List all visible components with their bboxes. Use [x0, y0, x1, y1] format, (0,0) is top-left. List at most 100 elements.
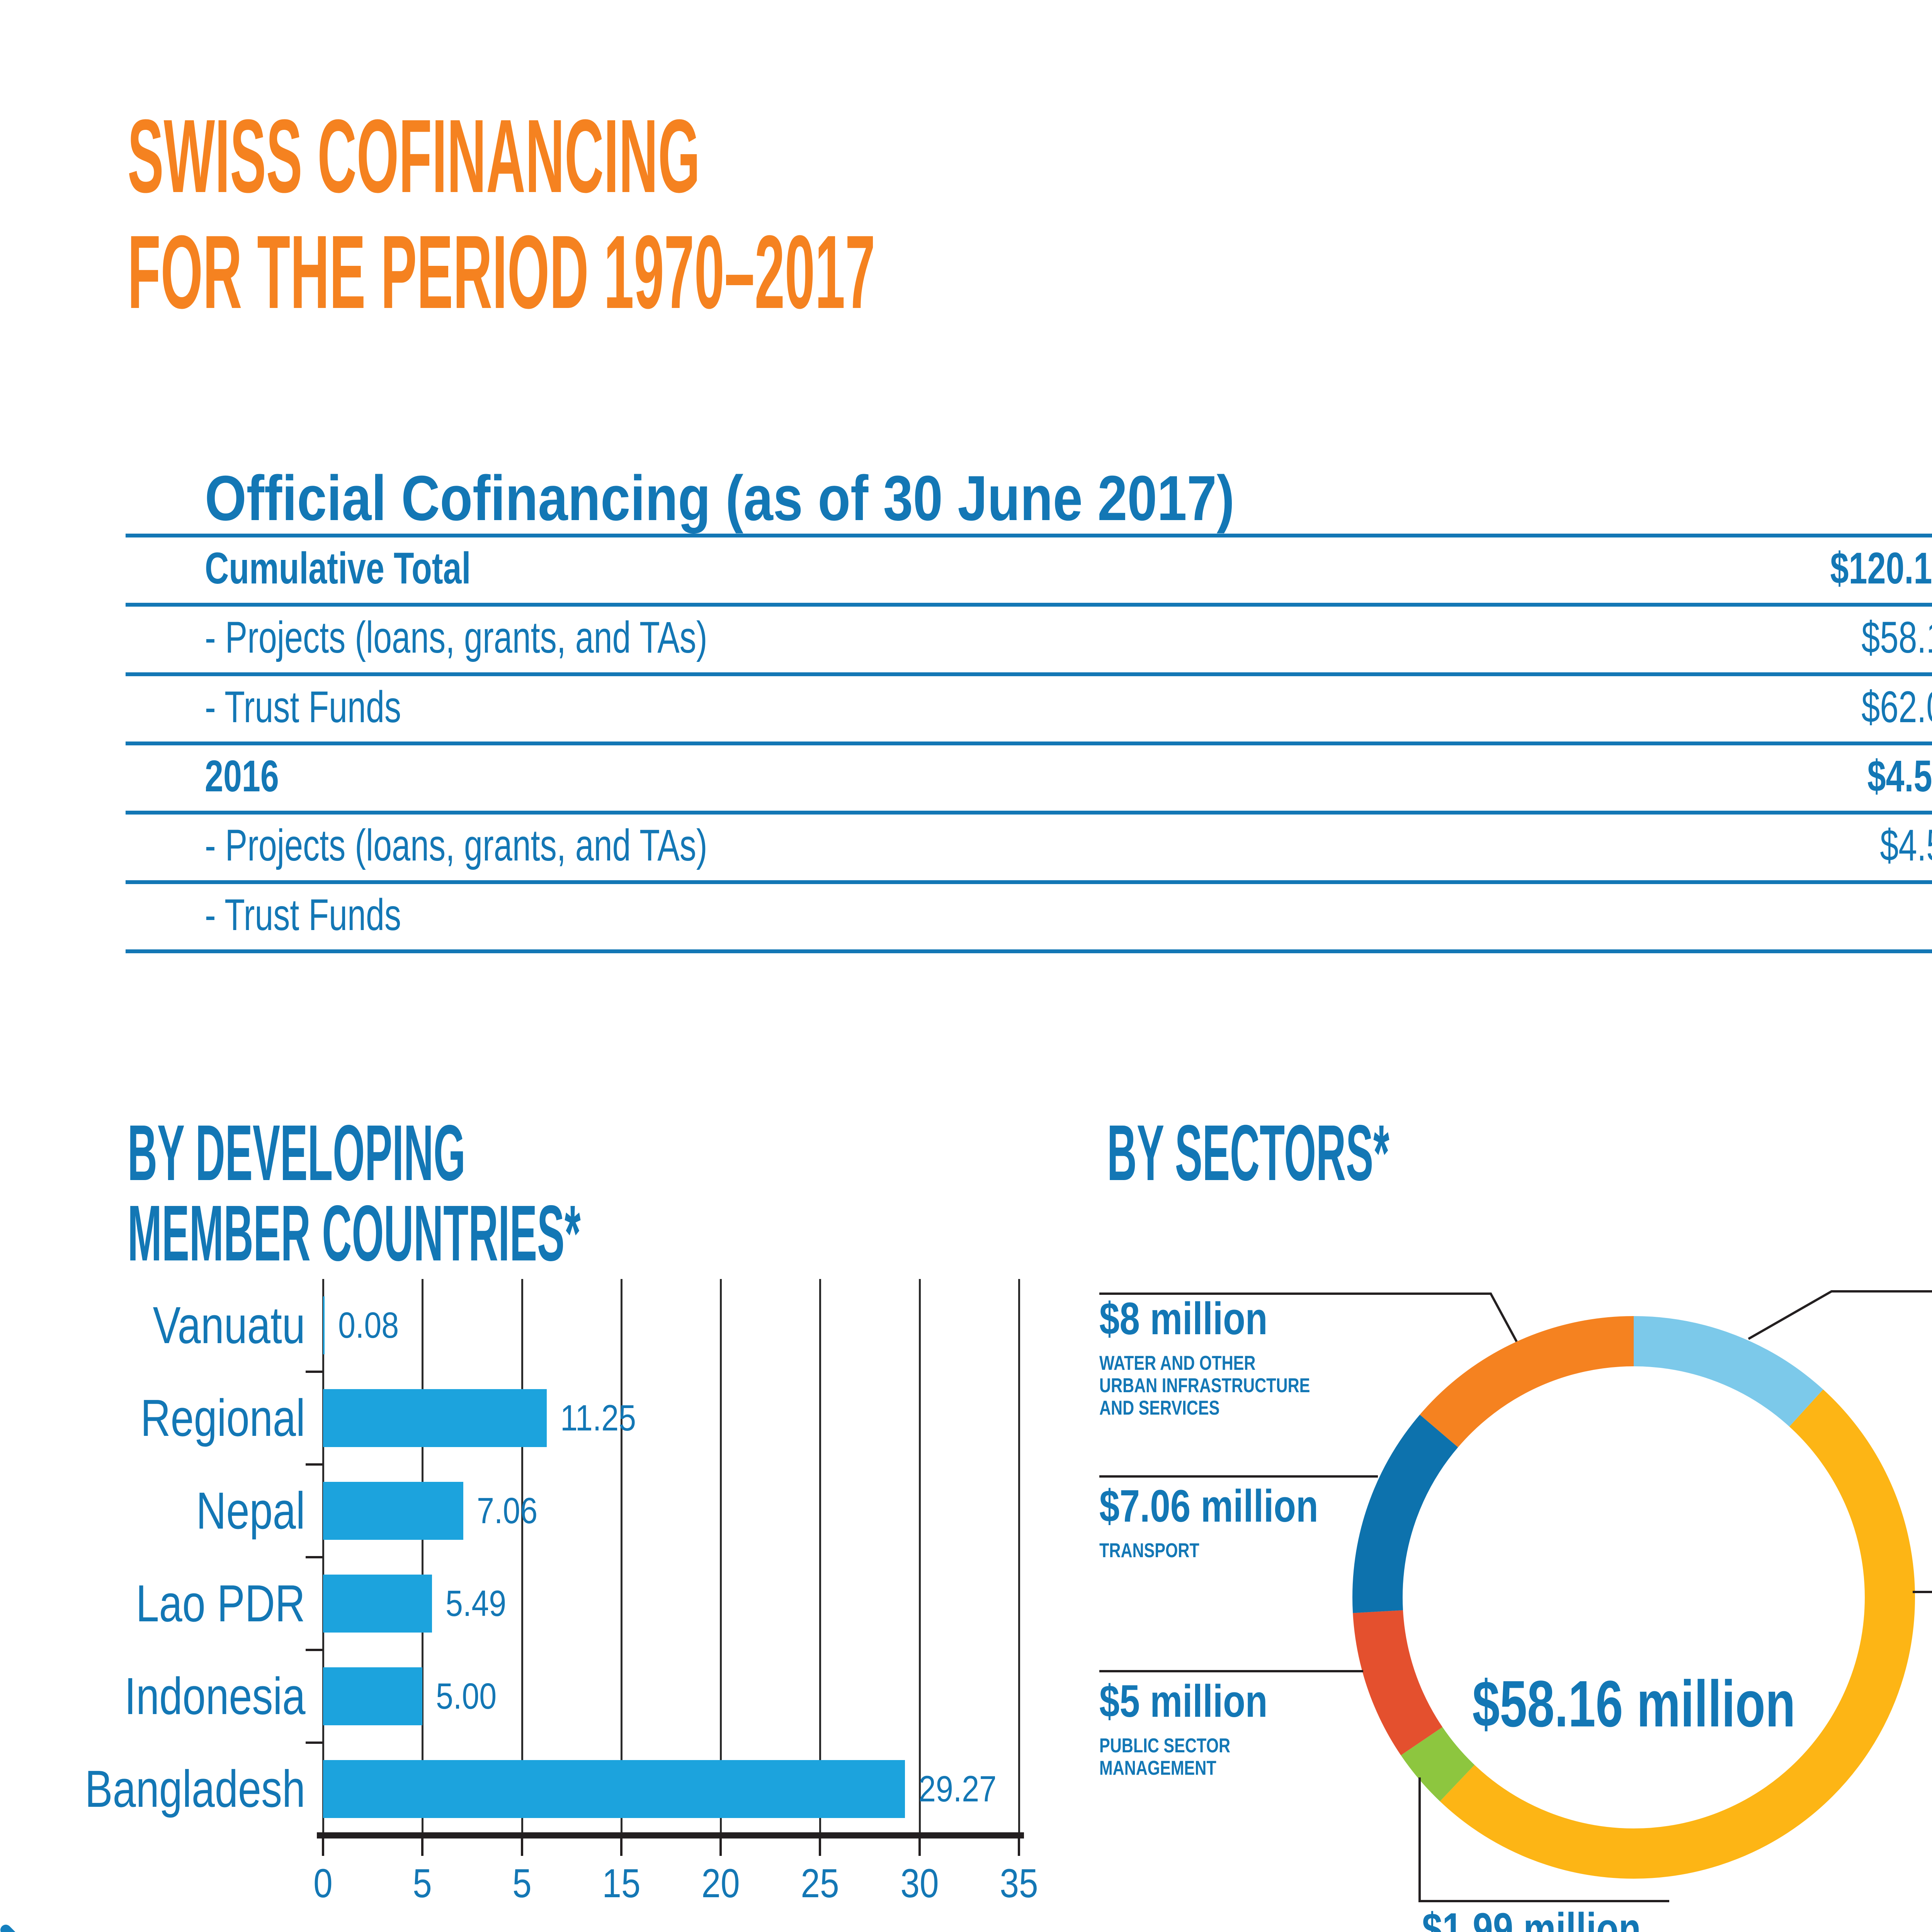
x-tick-mark [421, 1838, 424, 1856]
bar-row: 11.25 [323, 1389, 1173, 1447]
table-row-label: - Projects (loans, grants, and TAs) [205, 821, 707, 870]
gridline [819, 1279, 821, 1832]
bar-x-tick-labels: 0 5 5 15 20 25 30 35 [313, 1861, 1038, 1915]
x-tick-mark [1018, 1838, 1020, 1856]
callout-line-energy [1418, 1777, 1669, 1902]
x-tick-label: 15 [602, 1861, 641, 1906]
callout-line-agriculture [1748, 1290, 1932, 1340]
section-heading-by-sectors: BY SECTORS* [1107, 1109, 1389, 1197]
table-rule [126, 811, 1932, 815]
x-tick-label: 5 [512, 1861, 532, 1906]
bar-value-label: 5.49 [446, 1583, 507, 1624]
table-row-label: 2016 [205, 752, 279, 801]
table-rule [126, 534, 1932, 537]
table-heading: Official Cofinancing (as of 30 June 2017… [205, 463, 1235, 534]
x-tick-label: 35 [1000, 1861, 1038, 1906]
x-tick-mark [819, 1838, 821, 1856]
page-title: SWISS COFINANCING FOR THE PERIOD 1970–20… [128, 99, 875, 330]
callout-amount: $5 million [1099, 1676, 1268, 1727]
bar-category-label: Indonesia [124, 1667, 305, 1725]
callout-amount: $6.84 million [1727, 1290, 1932, 1342]
table-rule [126, 603, 1932, 607]
bar-category-label: Vanuatu [153, 1296, 305, 1354]
y-tick-mark [306, 1742, 323, 1744]
x-tick-mark [322, 1838, 324, 1856]
bar-cat-ticks [306, 1279, 323, 1835]
bar-category-label: Lao PDR [136, 1574, 305, 1633]
table-row-value: $120.18 million [1830, 544, 1932, 593]
x-tick-label: 20 [701, 1861, 740, 1906]
x-tick-label: 30 [900, 1861, 939, 1906]
bar-row: 5.00 [323, 1667, 1173, 1725]
bar-x-axis [317, 1832, 1024, 1838]
bar-value-label: 5.00 [436, 1675, 497, 1717]
table-row-value: $4.50 million [1880, 821, 1932, 870]
table-row: - Trust Funds - [0, 886, 1932, 944]
bar-row: 0.08 [323, 1296, 1173, 1354]
callout-agriculture: $6.84 million AGRICULTURE, NATURAL RESOU… [1611, 1290, 1932, 1439]
table-row-value: $62.02 million [1861, 682, 1932, 732]
callout-amount: $29.27 million [1727, 1599, 1932, 1651]
x-tick-label: 5 [413, 1861, 432, 1906]
by-dmc-heading-line-2: MEMBER COUNTRIES* [128, 1189, 581, 1277]
y-tick-mark [306, 1649, 323, 1651]
callout-label: PUBLIC SECTOR MANAGEMENT [1099, 1735, 1230, 1779]
donut-center-label: $58.16 million [1472, 1667, 1796, 1741]
callout-line-water [1099, 1293, 1518, 1342]
table-row-value: $4.50 million [1867, 752, 1932, 801]
section-heading-by-dmc: BY DEVELOPING MEMBER COUNTRIES* [128, 1113, 581, 1274]
table-row-label: - Trust Funds [205, 890, 401, 940]
bar-value-label: 29.27 [918, 1768, 997, 1810]
gridline [521, 1279, 523, 1832]
y-tick-mark [306, 1463, 323, 1466]
table-rule [126, 672, 1932, 676]
bar-category-label: Regional [140, 1389, 305, 1447]
y-tick-mark [306, 1556, 323, 1558]
table-row: Cumulative Total $120.18 million [0, 539, 1932, 597]
table-rule [126, 949, 1932, 953]
bar-indonesia [323, 1667, 423, 1725]
callout-amount: $1.99 million [1422, 1904, 1641, 1932]
gridline [918, 1279, 921, 1832]
callout-transport: $7.06 million TRANSPORT [1099, 1480, 1373, 1562]
bar-grid [322, 1279, 1020, 1832]
title-line-2: FOR THE PERIOD 1970–2017 [128, 214, 876, 330]
gridline [620, 1279, 622, 1832]
x-tick-mark [918, 1838, 921, 1856]
bar-nepal [323, 1482, 464, 1540]
bar-row: 7.06 [323, 1482, 1173, 1540]
table-rule [126, 880, 1932, 884]
bar-regional [323, 1389, 547, 1447]
callout-label: EDUCATION [1727, 1658, 1932, 1681]
bar-bangladesh [323, 1760, 905, 1818]
gridline [422, 1279, 424, 1832]
table-row-label: Cumulative Total [205, 544, 471, 593]
bar-category-label: Nepal [196, 1481, 305, 1540]
callout-amount: $8 million [1099, 1293, 1268, 1344]
table-row: - Trust Funds $62.02 million [0, 678, 1932, 736]
bar-x-axis-ticks [322, 1838, 1020, 1856]
bar-value-label: 0.08 [338, 1304, 399, 1346]
bar-value-label: 7.06 [477, 1490, 538, 1531]
bar-vanuatu [323, 1296, 325, 1354]
table-rule [126, 742, 1932, 745]
table-row: 2016 $4.50 million [0, 747, 1932, 805]
by-dmc-heading-line-1: BY DEVELOPING [128, 1109, 466, 1197]
x-tick-label: 25 [801, 1861, 840, 1906]
gridline [322, 1279, 324, 1832]
y-tick-mark [306, 1371, 323, 1373]
callout-education: $29.27 million EDUCATION [1611, 1599, 1932, 1681]
callout-label: TRANSPORT [1099, 1539, 1199, 1562]
donut-segment-education [1352, 1316, 1915, 1879]
table-row: - Projects (loans, grants, and TAs) $4.5… [0, 816, 1932, 874]
table-row-label: - Projects (loans, grants, and TAs) [205, 613, 707, 662]
x-tick-mark [620, 1838, 622, 1856]
x-tick-label: 0 [313, 1861, 333, 1906]
callout-label: WATER AND OTHER URBAN INFRASTRUCTURE AND… [1099, 1352, 1310, 1419]
callout-amount: $7.06 million [1099, 1481, 1318, 1532]
gridline [1018, 1279, 1020, 1832]
callout-water: $8 million WATER AND OTHER URBAN INFRAST… [1099, 1293, 1363, 1419]
callout-label: AGRICULTURE, NATURAL RESOURCES, AND RURA… [1727, 1349, 1932, 1439]
